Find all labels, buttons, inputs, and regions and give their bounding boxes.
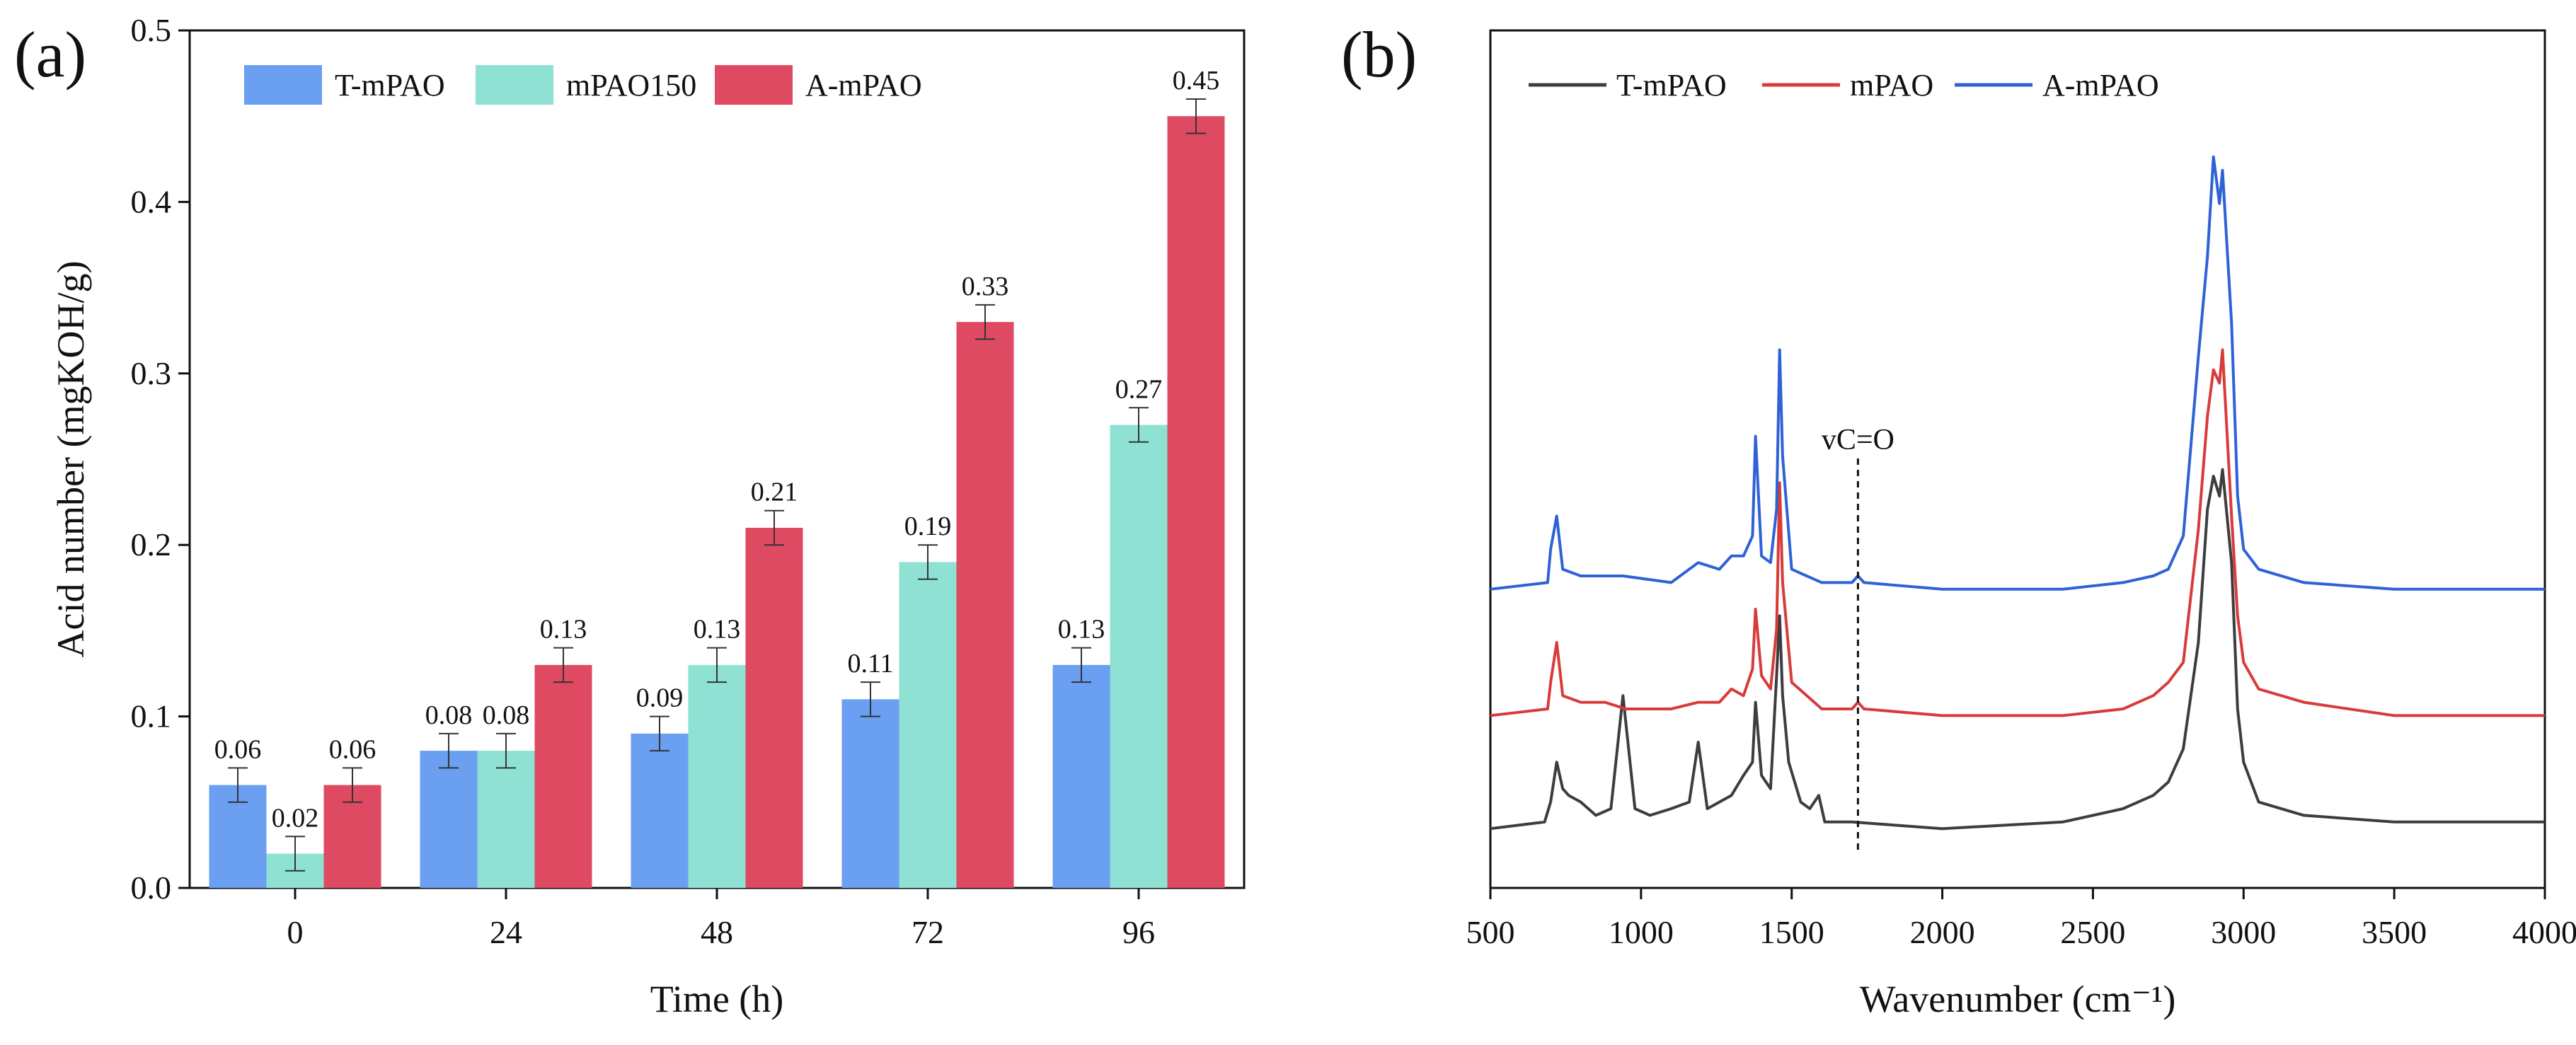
legend-label-mpao150: mPAO150 [566, 68, 696, 103]
y-tick-label: 0.4 [131, 183, 172, 219]
panel-a-label: (a) [14, 18, 86, 91]
panel-b-legend: T-mPAO mPAO A-mPAO [1529, 68, 2159, 103]
x-tick-label: 0 [287, 914, 304, 950]
carbonyl-marker-label: vC=O [1822, 424, 1894, 456]
panel-a-legend: T-mPAO mPAO150 A-mPAO [244, 65, 922, 105]
spectrum-line-a-mpao [1490, 155, 2545, 591]
bar-mpao150 [899, 562, 957, 888]
legend-label-t-mpao: T-mPAO [335, 68, 445, 103]
x-tick-label: 96 [1122, 914, 1155, 950]
value-label: 0.21 [751, 478, 798, 507]
bar-t-mpao [1052, 664, 1110, 888]
x-tick-label: 1500 [1759, 914, 1824, 950]
panel-b-frame [1489, 29, 2546, 889]
panel-a-bars: 0.06 0.02 0.06 0.08 0.08 0.13 0.09 0.13 0.21 0.11… [209, 66, 1225, 889]
bar-mpao150 [688, 664, 746, 888]
legend-label-t-mpao: T-mPAO [1616, 68, 1727, 103]
x-tick-label: 48 [701, 914, 733, 950]
x-tick-label: 4000 [2512, 914, 2576, 950]
panel-b-annotation: vC=O [1822, 424, 1894, 853]
y-tick-label: 0.0 [131, 870, 172, 906]
x-tick-label: 3500 [2362, 914, 2427, 950]
bar-mpao150 [1110, 425, 1168, 888]
legend-swatch-mpao150 [476, 65, 553, 105]
y-tick-label: 0.2 [131, 526, 172, 562]
y-tick-label: 0.3 [131, 355, 172, 391]
spectrum-line-t-mpao [1490, 468, 2545, 831]
value-label: 0.02 [272, 803, 319, 833]
bar-a-mpao [534, 664, 592, 888]
value-label: 0.33 [962, 272, 1009, 301]
value-label: 0.13 [694, 615, 741, 645]
bar-t-mpao [420, 751, 478, 888]
x-tick-label: 24 [490, 914, 522, 950]
panel-a-x-axis-title: Time (h) [650, 978, 784, 1020]
spectrum-line-mpao [1490, 348, 2545, 717]
y-tick-label: 0.1 [131, 698, 172, 734]
panel-a-y-axis: 0.0 0.1 0.2 0.3 0.4 0.5 [131, 12, 190, 906]
y-tick-label: 0.5 [131, 12, 172, 48]
panel-a-x-axis: 0 24 48 72 96 [287, 888, 1155, 950]
panel-b-spectra [1490, 155, 2545, 831]
panel-b-x-axis: 500 1000 1500 2000 2500 3000 3500 4000 [1466, 888, 2576, 950]
x-tick-label: 2000 [1910, 914, 1975, 950]
value-label: 0.27 [1115, 374, 1163, 404]
x-tick-label: 1000 [1609, 914, 1674, 950]
x-tick-label: 2500 [2060, 914, 2125, 950]
x-tick-label: 500 [1466, 914, 1515, 950]
value-label: 0.19 [904, 512, 952, 541]
value-label: 0.06 [214, 734, 262, 764]
value-label: 0.09 [636, 683, 684, 713]
legend-swatch-t-mpao [244, 65, 322, 105]
bar-a-mpao [745, 527, 803, 888]
x-tick-label: 3000 [2211, 914, 2276, 950]
bar-t-mpao [631, 733, 689, 888]
value-label: 0.45 [1173, 66, 1220, 96]
legend-swatch-a-mpao [715, 65, 793, 105]
value-label: 0.13 [540, 615, 587, 645]
panel-b-line-chart: (b) 500 1000 1500 2000 2500 3000 3500 4000 vC=O… [1341, 18, 2576, 1020]
x-tick-label: 72 [912, 914, 944, 950]
legend-label-a-mpao: A-mPAO [805, 68, 922, 103]
panel-a-bar-chart: (a) 0.00.10.20.30.40.5 0 24 48 72 96 0.060.0… [14, 12, 1246, 1020]
panel-a-y-axis-title: Acid number (mgKOH/g) [50, 261, 92, 658]
value-label: 0.06 [329, 734, 376, 764]
legend-label-mpao: mPAO [1850, 68, 1933, 103]
panel-b-x-axis-title: Wavenumber (cm⁻¹) [1860, 978, 2176, 1020]
value-label: 0.08 [483, 700, 530, 730]
bar-mpao150 [477, 751, 535, 888]
value-label: 0.11 [847, 649, 893, 679]
bar-a-mpao [1167, 116, 1225, 889]
value-label: 0.13 [1058, 615, 1105, 645]
value-label: 0.08 [425, 700, 473, 730]
bar-t-mpao [841, 699, 899, 888]
legend-label-a-mpao: A-mPAO [2042, 68, 2159, 103]
panel-b-label: (b) [1341, 18, 1417, 91]
bar-a-mpao [956, 322, 1014, 889]
